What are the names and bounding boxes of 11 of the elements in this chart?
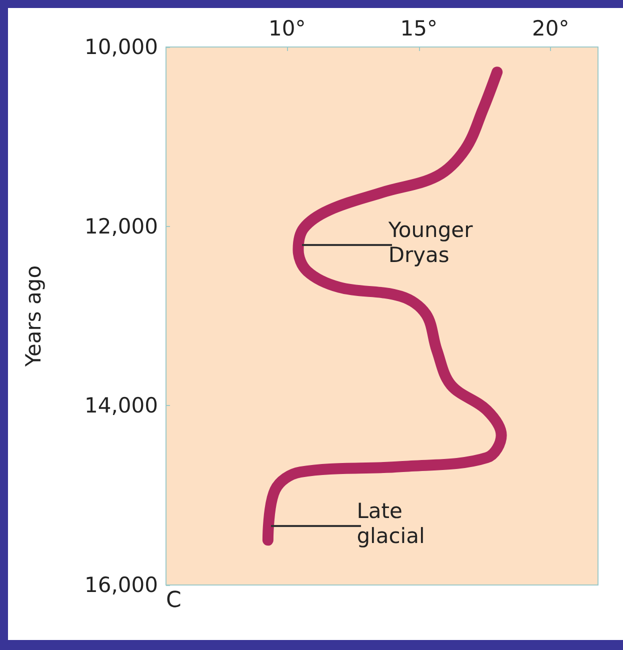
x-tick-label: 20° (532, 16, 570, 40)
text: C (166, 588, 182, 613)
x-tick-label: 10° (268, 16, 306, 40)
annotation: Late glacial (356, 498, 425, 549)
annotation: Younger Dryas (388, 218, 473, 268)
y-axis-title: Years ago (22, 265, 46, 368)
y-tick-label: 10,000 (84, 35, 158, 59)
y-tick-label: 14,000 (84, 394, 158, 418)
x-tick-label: 15° (400, 16, 438, 40)
y-tick-label: 16,000 (84, 573, 158, 597)
y-tick-label: 12,000 (84, 214, 158, 238)
